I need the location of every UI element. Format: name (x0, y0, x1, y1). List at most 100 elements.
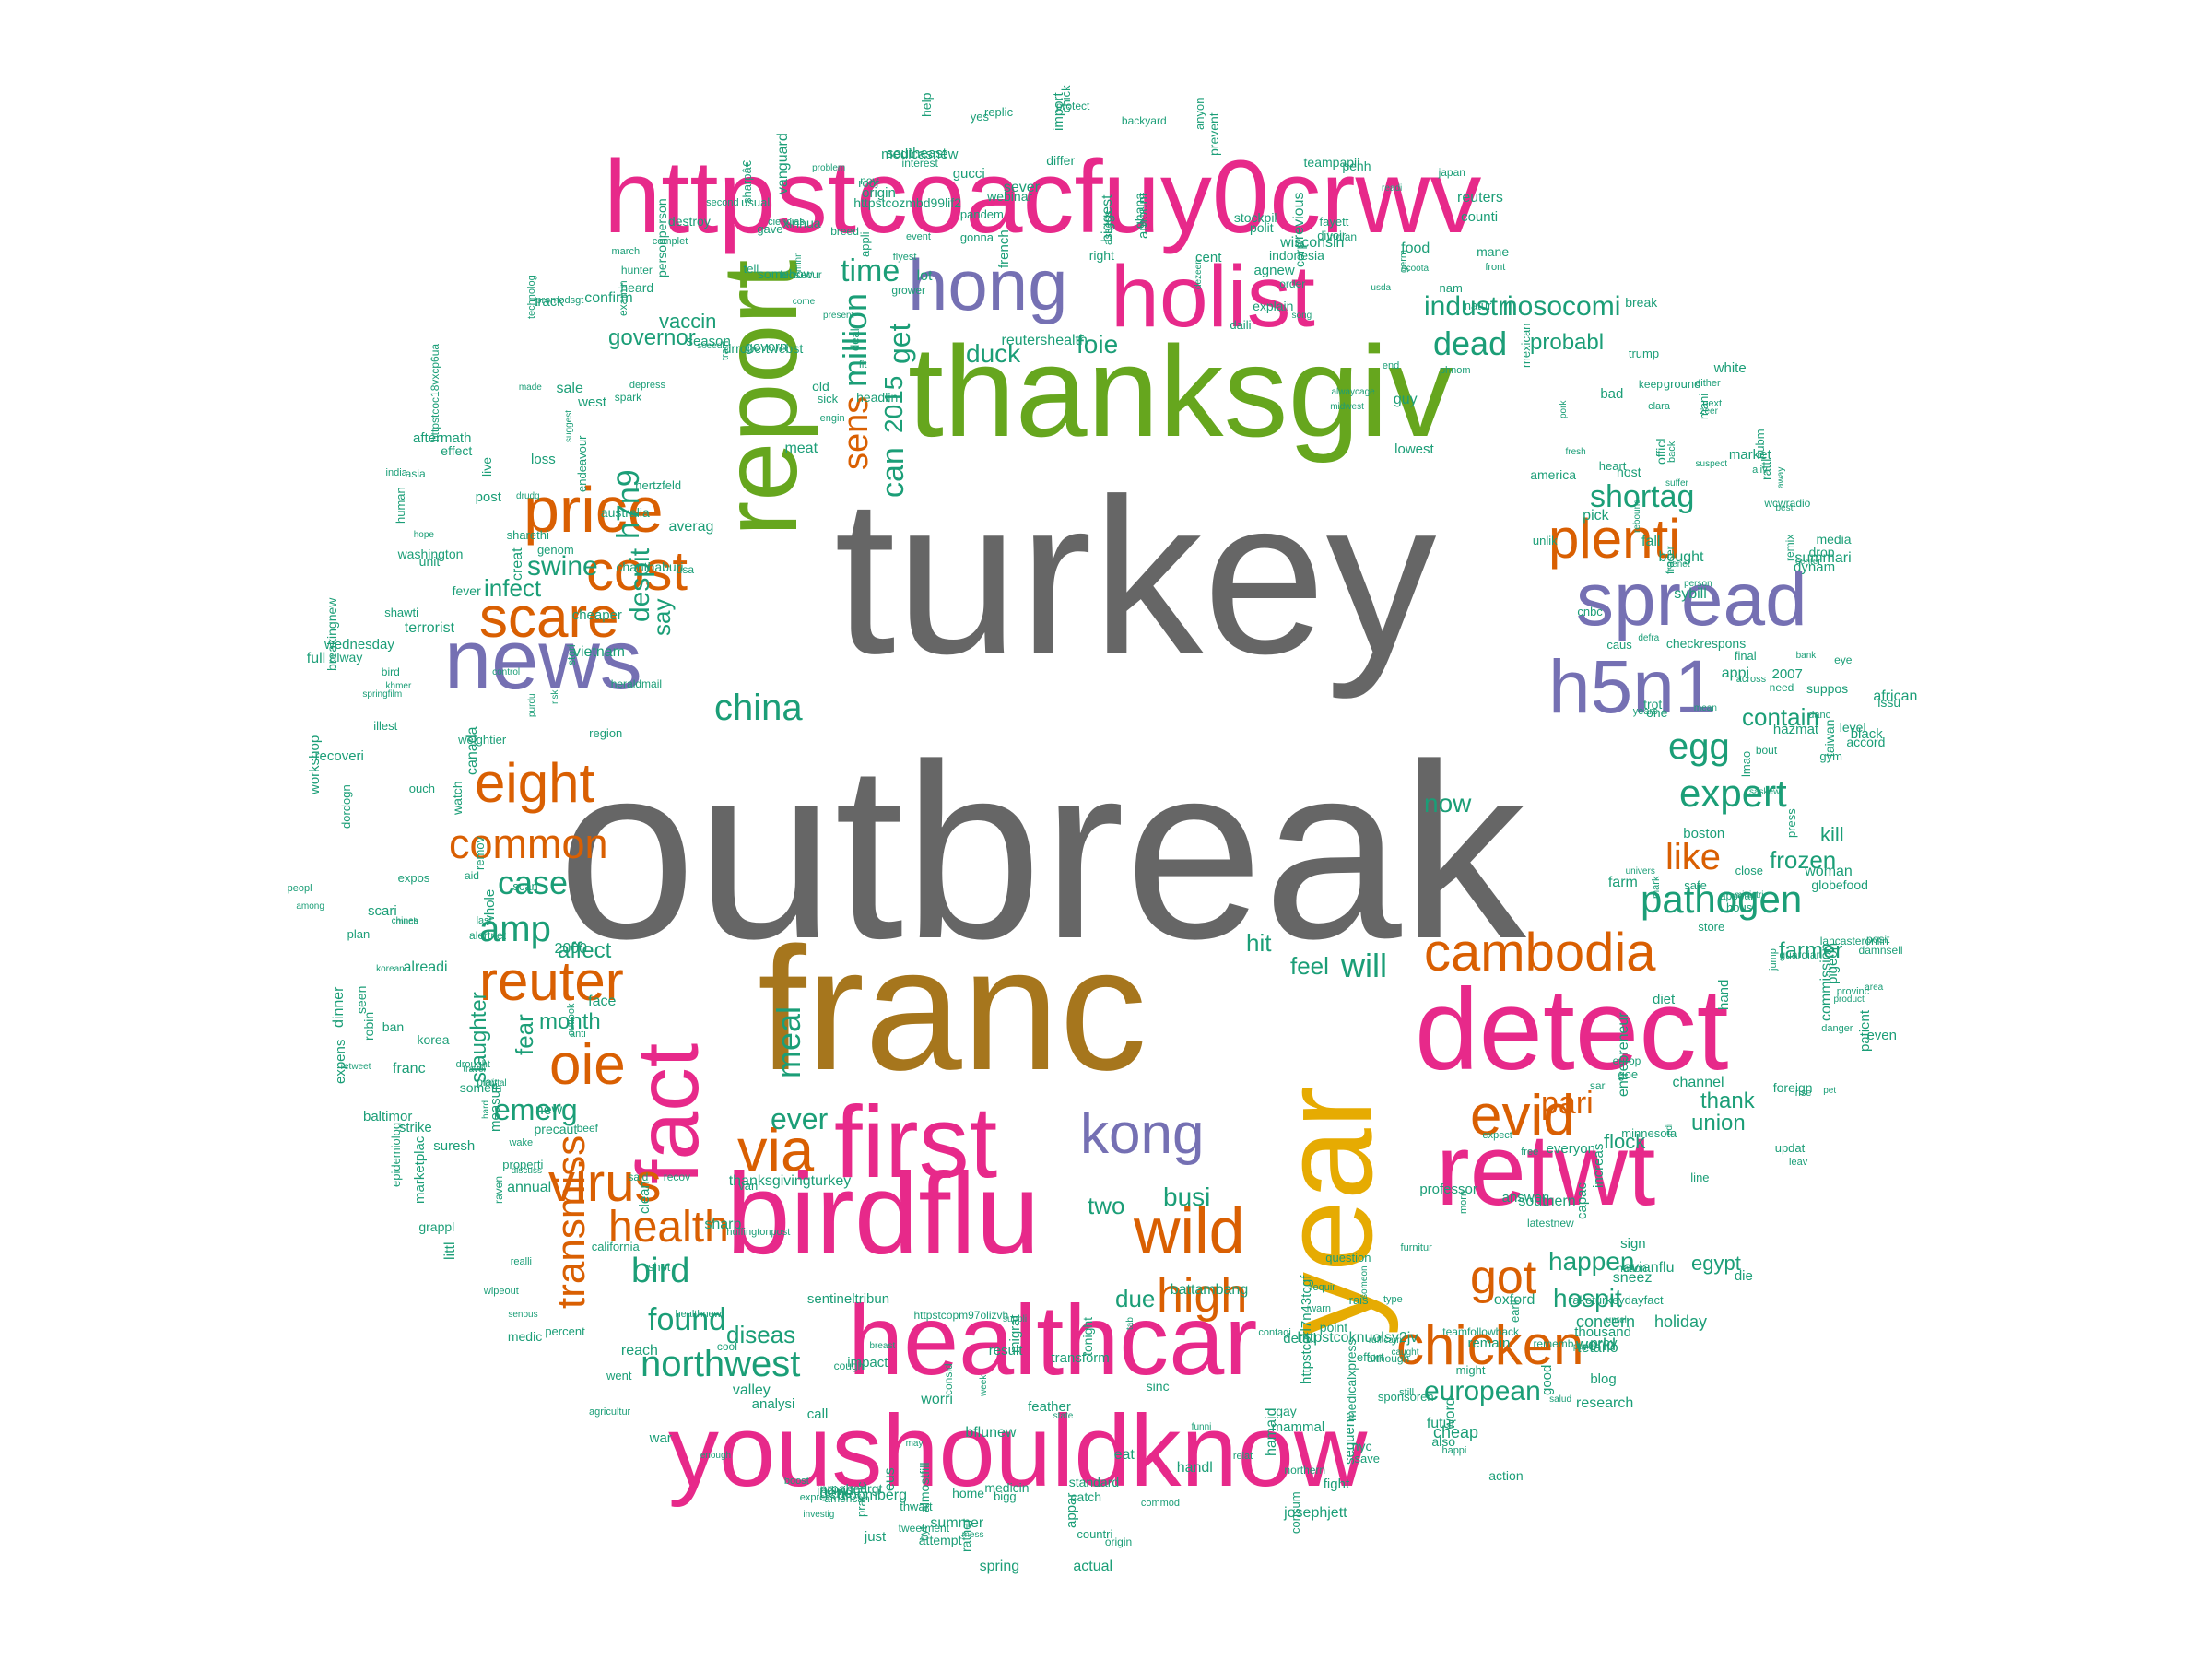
word-european: european (1424, 1376, 1541, 1406)
word-common: common (449, 820, 608, 867)
word-small: sar (1589, 1079, 1606, 1093)
word-small: lot (916, 268, 933, 285)
word-small: germ (1397, 249, 1409, 273)
word-small: furnitur (1400, 1242, 1432, 1254)
word-retwt: retwt (1436, 1113, 1656, 1227)
word-small: complet (652, 236, 688, 248)
word-small: breed (830, 225, 859, 239)
word-small: unrel (1606, 1314, 1627, 1325)
word-hospit: hospit (1553, 1284, 1622, 1312)
word-small: feather (1028, 1399, 1071, 1416)
word-small: breast (869, 1340, 896, 1351)
word-small: call (806, 1406, 829, 1422)
word-emerg: emerg (494, 1093, 578, 1126)
word-small: requir (1309, 1282, 1335, 1294)
word-kill: kill (1820, 823, 1844, 846)
word-small: gave (757, 222, 783, 237)
word-found: found (648, 1302, 727, 1337)
word-small: mean (1693, 702, 1717, 713)
word-year: year (1254, 1085, 1399, 1336)
word-small: pork (1559, 400, 1570, 419)
word-small: type (1383, 1293, 1403, 1305)
word-small: danger (1821, 1023, 1853, 1035)
word-birdflu: birdflu (726, 1150, 1041, 1278)
word-small: bird (381, 665, 400, 678)
word-foie: foie (1077, 330, 1119, 359)
word-small: replic (984, 105, 1014, 120)
word-small: state (1053, 1411, 1074, 1422)
word-due: due (1115, 1285, 1156, 1312)
word-small: french (995, 229, 1012, 268)
word-small: appear (1719, 888, 1755, 902)
word-small: save (1354, 1451, 1380, 1465)
word-franc: franc (758, 912, 1147, 1107)
word-small: post (475, 488, 501, 505)
word-small: robin (361, 1012, 377, 1041)
word-small: backyard (1121, 113, 1167, 127)
word-small: pandem (959, 207, 1004, 222)
word-small: confirm (584, 289, 633, 306)
word-small: remov (472, 836, 487, 870)
word-small: properti (502, 1158, 544, 1172)
word-small: tell (743, 261, 759, 276)
word-small: mammal (1271, 1418, 1325, 1435)
word-small: fresh (1565, 447, 1586, 458)
word-small: channel (1672, 1075, 1724, 1091)
word-hong: hong (908, 244, 1068, 325)
word-small: oxford (1493, 1291, 1535, 1308)
word-small: senous (508, 1310, 538, 1321)
word-small: globefood (1811, 877, 1868, 892)
word-small: hand (1715, 980, 1732, 1011)
word-small: clara (1648, 401, 1670, 413)
word-small: america (1530, 467, 1577, 483)
word-small: huffingtonpost (726, 1226, 791, 1238)
word-small: van (738, 1178, 759, 1193)
word-small: press (1783, 807, 1798, 838)
word-wild: wild (1134, 1194, 1245, 1266)
word-small: thousand (1574, 1324, 1631, 1341)
word-small: edi (1665, 1123, 1676, 1135)
word-detect: detect (1415, 966, 1729, 1094)
word-small: someon (1359, 1265, 1371, 1300)
word-small: gay (1276, 1404, 1297, 1419)
word-got: got (1470, 1251, 1537, 1304)
word-flock: flock (1604, 1130, 1646, 1153)
word-small: damnsell (1858, 943, 1903, 957)
word-small: ciencias (768, 216, 805, 228)
word-small: dynam (1794, 559, 1836, 576)
word-small: sentineltribun (806, 1291, 890, 1308)
word-transmiss: transmiss (548, 1135, 594, 1309)
word-diseas: diseas (726, 1321, 796, 1348)
word-busi: busi (1163, 1182, 1211, 1211)
word-httpstcoacfuy0crwv: httpstcoacfuy0crwv (604, 139, 1482, 254)
word-swine: swine (527, 551, 598, 582)
word-small: anti (569, 1029, 586, 1041)
word-small: origin (862, 184, 896, 201)
word-small: dinner (330, 986, 347, 1028)
word-small: worri (921, 1392, 953, 1407)
word-small: endeavour (574, 435, 589, 493)
word-small: fayett (1319, 214, 1349, 229)
word-small: guy (1393, 391, 1418, 407)
word-small: terrorist (404, 620, 455, 637)
word-small: best (1775, 503, 1794, 514)
word-expert: expert (1679, 771, 1787, 815)
word-now: now (1424, 789, 1472, 818)
word-small: ministri (1734, 890, 1764, 901)
word-small: good (1538, 1365, 1555, 1396)
word-small: need (1769, 681, 1794, 695)
word-small: guardian (1779, 948, 1823, 962)
word-small: unit (418, 554, 441, 570)
word-small: indian (1327, 230, 1358, 244)
word-small: drop (1808, 545, 1835, 559)
word-small: asia (405, 467, 426, 481)
word-small: leav (1789, 1156, 1808, 1168)
word-small: checkrespons (1665, 636, 1747, 652)
word-small: proahedrgt (819, 1480, 883, 1496)
word-small: enough (700, 1451, 732, 1462)
word-small: sharp (704, 1216, 742, 1232)
word-small: wednesday (324, 637, 394, 653)
word-small: southern (1518, 1194, 1576, 1210)
word-small: level (1839, 720, 1866, 735)
